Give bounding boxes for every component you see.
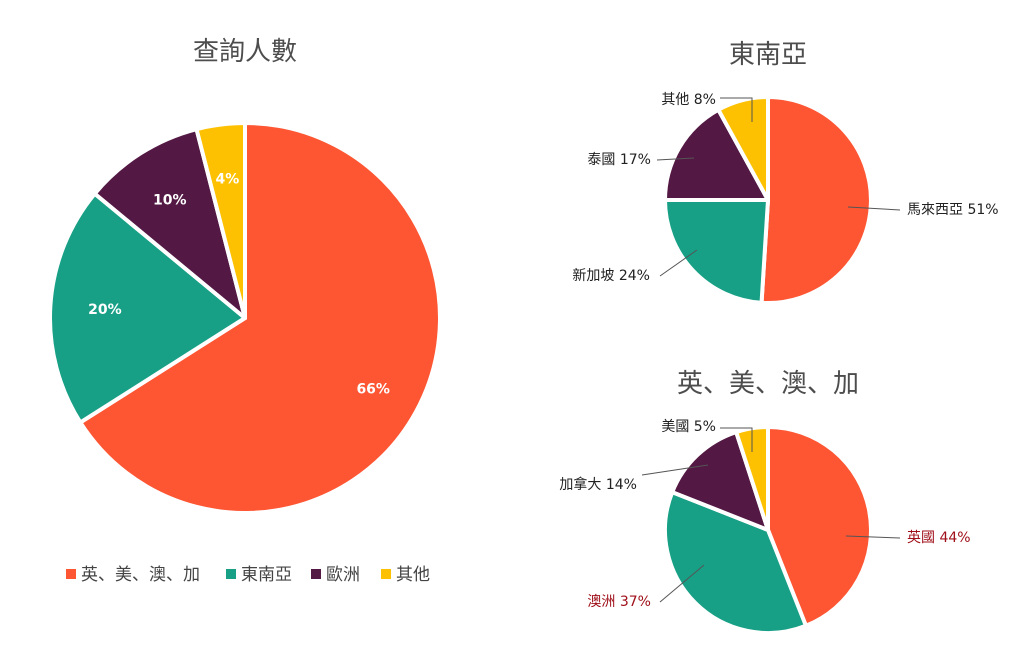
legend: 英、美、澳、加 東南亞 歐洲 其他 <box>66 565 430 585</box>
pie0-slice-2 <box>48 191 247 425</box>
pie2-slice-1 <box>766 425 873 628</box>
pie1-slice-3 <box>663 107 770 202</box>
pie0-label-2: 20% <box>88 302 122 318</box>
pie1-label-4: 其他 8% <box>661 92 716 108</box>
pie1-leader-line-3 <box>656 157 695 161</box>
pie0-label-1: 66% <box>356 382 390 398</box>
pie2-label-1: 英國 44% <box>907 529 971 546</box>
pie1-slice-4 <box>716 95 770 202</box>
main-pie-chart: 查詢人數 66% 20% 10% 4% 英、美、澳、加 東南亞 歐洲 其他 <box>48 37 442 585</box>
southeast-asia-chart-title: 東南亞 <box>729 40 807 70</box>
main-pie-labels: 66% 20% 10% 4% <box>88 172 390 398</box>
pie2-label-2: 澳洲 37% <box>587 594 651 610</box>
pie2-label-3: 加拿大 14% <box>559 476 637 493</box>
legend-label: 英、美、澳、加 <box>81 565 200 585</box>
legend-swatch <box>381 569 391 579</box>
legend-item-4: 其他 <box>381 565 430 585</box>
pie0-label-3: 10% <box>153 193 187 209</box>
anglo-chart-title: 英、美、澳、加 <box>677 369 859 399</box>
pie0-label-4: 4% <box>216 172 240 188</box>
pie1-label-3: 泰國 17% <box>587 152 651 168</box>
legend-swatch <box>311 569 321 579</box>
southeast-asia-pie-chart: 東南亞 馬來西亞 51% 新加坡 24% 泰國 17% 其他 8% <box>572 40 999 305</box>
southeast-asia-pie-slices <box>663 95 873 305</box>
pie2-leader-line-3 <box>641 464 709 476</box>
legend-item-1: 英、美、澳、加 <box>66 565 200 585</box>
pie2-leader-line-2 <box>659 564 705 603</box>
pie1-leader-line-1 <box>847 206 901 211</box>
pie1-leader-line-2 <box>659 249 698 277</box>
pie1-label-2: 新加坡 24% <box>572 268 650 284</box>
anglo-pie-chart: 英、美、澳、加 英國 44% 澳洲 37% 加拿大 14% 美國 5% <box>559 369 971 635</box>
anglo-pie-slices <box>663 425 873 635</box>
pie1-slice-1 <box>759 95 873 305</box>
legend-item-3: 歐洲 <box>311 565 360 585</box>
pie2-label-4: 美國 5% <box>661 419 716 435</box>
legend-swatch <box>226 569 236 579</box>
legend-label: 東南亞 <box>241 565 292 585</box>
legend-swatch <box>66 569 76 579</box>
pie2-leader-line-1 <box>845 535 901 539</box>
anglo-pie-labels: 英國 44% 澳洲 37% 加拿大 14% 美國 5% <box>559 419 970 610</box>
pie1-leader-line-4 <box>720 97 753 122</box>
main-pie-slices <box>48 121 442 515</box>
pie2-leader-line-4 <box>720 427 753 452</box>
legend-label: 歐洲 <box>326 565 360 585</box>
pie1-label-1: 馬來西亞 51% <box>907 202 999 218</box>
legend-item-2: 東南亞 <box>226 565 292 585</box>
legend-label: 其他 <box>396 565 430 585</box>
main-chart-title: 查詢人數 <box>193 37 297 67</box>
southeast-asia-pie-labels: 馬來西亞 51% 新加坡 24% 泰國 17% 其他 8% <box>572 92 998 284</box>
pie2-slice-2 <box>663 490 808 635</box>
pie0-slice-4 <box>194 121 247 320</box>
pie1-slice-2 <box>663 198 770 305</box>
pie0-slice-1 <box>78 121 442 515</box>
